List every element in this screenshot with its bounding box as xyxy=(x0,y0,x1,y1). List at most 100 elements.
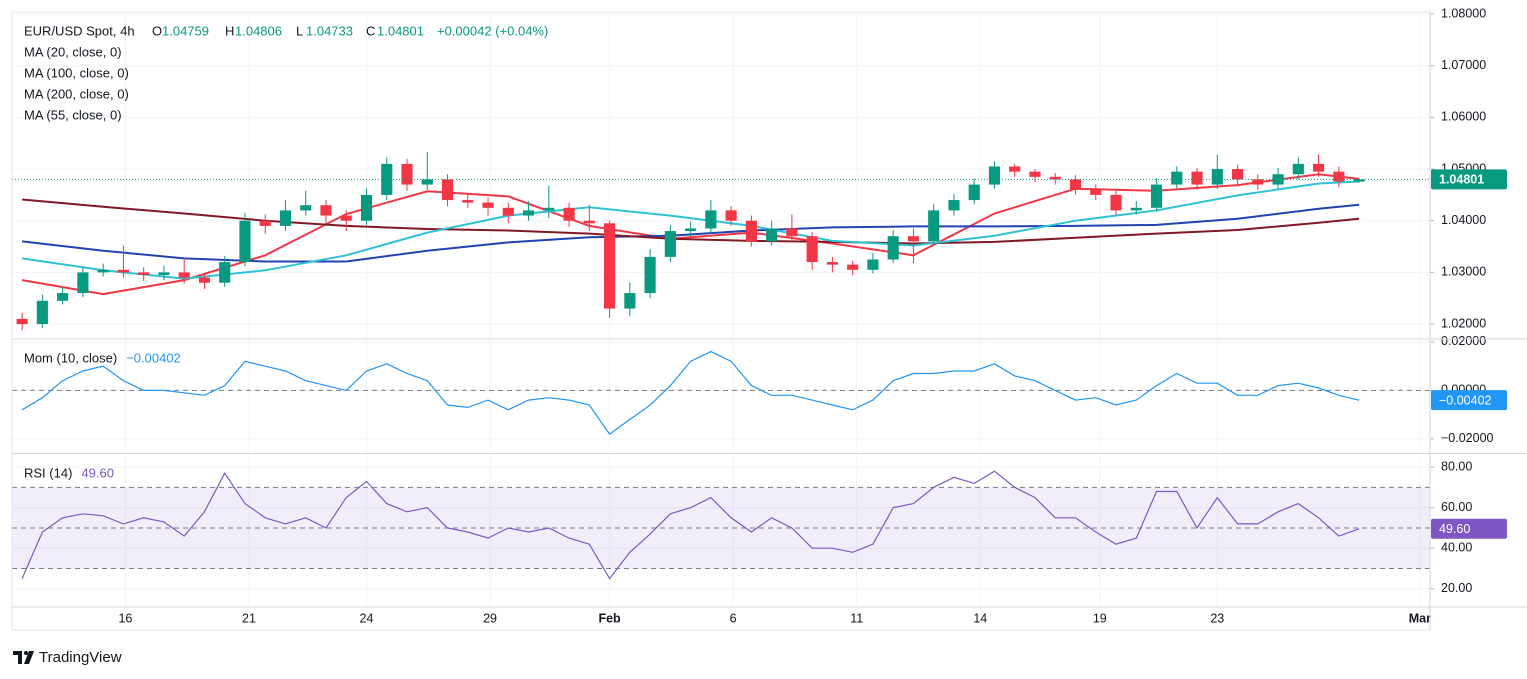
candle-body xyxy=(1333,171,1345,182)
candle-body xyxy=(907,236,920,242)
candle-body xyxy=(826,262,838,265)
logo: TradingView xyxy=(13,649,122,666)
candle-body xyxy=(522,210,535,216)
ohlc-value: 1.04801 xyxy=(377,23,424,38)
y-tick-label: 1.06000 xyxy=(1441,110,1486,124)
indicator-line xyxy=(21,350,1360,435)
candle-body xyxy=(1252,179,1264,185)
candle-body xyxy=(583,220,595,224)
candle-body xyxy=(563,207,575,221)
candle-body xyxy=(421,179,433,185)
candle-body xyxy=(847,264,859,270)
candle-body xyxy=(219,262,231,283)
candle-body xyxy=(1110,194,1122,211)
candle-body xyxy=(968,184,980,201)
candle-body xyxy=(360,194,373,221)
x-tick-label: 21 xyxy=(242,611,256,625)
candle-body xyxy=(1191,171,1203,185)
last-value-label: −0.00402 xyxy=(1439,393,1492,407)
indicator-name: RSI (14) xyxy=(24,465,72,480)
ohlc-value: 1.04759 xyxy=(162,23,209,38)
logo-icon xyxy=(13,651,34,664)
moving-average xyxy=(21,173,1360,296)
legend-entry: MA (20, close, 0) xyxy=(24,44,122,59)
candle-body xyxy=(948,200,960,211)
candle-body xyxy=(239,220,251,263)
y-tick-label: 40.00 xyxy=(1441,541,1472,555)
indicator-value: 49.60 xyxy=(81,465,114,480)
symbol-title: EUR/USD Spot, 4h xyxy=(24,23,135,38)
ohlc-letter: H xyxy=(225,23,234,38)
last-price-label: 1.04801 xyxy=(1439,173,1484,187)
ohlc-value: 1.04806 xyxy=(235,23,282,38)
candle-body xyxy=(462,200,474,203)
last-value-label: 49.60 xyxy=(1439,522,1470,536)
candle-body xyxy=(685,228,697,232)
y-tick-label: 20.00 xyxy=(1441,581,1472,595)
x-tick-label: 23 xyxy=(1210,611,1224,625)
ohlc-letter: L xyxy=(296,23,303,38)
candle-body xyxy=(158,272,170,275)
x-tick-label: 29 xyxy=(483,611,497,625)
candle-body xyxy=(887,236,899,260)
candle-body xyxy=(1171,171,1183,185)
candle-body xyxy=(502,207,514,216)
candle-body xyxy=(1292,163,1304,175)
candle-body xyxy=(664,231,676,257)
indicator-name: Mom (10, close) xyxy=(24,350,117,365)
last-value-tag xyxy=(1431,390,1507,411)
candle-body xyxy=(725,210,737,221)
moving-average xyxy=(22,198,1360,245)
x-tick-label: 14 xyxy=(973,611,987,625)
candle-body xyxy=(786,228,798,237)
candle-body xyxy=(117,269,129,273)
candle-body xyxy=(604,223,616,309)
candle-body xyxy=(300,205,312,211)
x-tick-label: Mar xyxy=(1409,611,1431,625)
candle-body xyxy=(1090,189,1102,195)
last-value-tag xyxy=(1431,518,1507,539)
candle-body xyxy=(867,259,879,270)
y-tick-label: 0.02000 xyxy=(1441,334,1486,348)
candle-body xyxy=(1353,179,1365,182)
x-tick-label: 11 xyxy=(850,611,863,625)
candle-body xyxy=(1231,169,1244,180)
y-tick-label: 1.02000 xyxy=(1441,316,1486,330)
logo-icon xyxy=(24,651,28,655)
candle-body xyxy=(77,272,89,294)
ohlc-value: 1.04733 xyxy=(306,23,353,38)
candle-body xyxy=(644,256,656,294)
y-tick-label: 1.07000 xyxy=(1441,58,1486,72)
candle-body xyxy=(381,163,393,195)
y-tick-label: 80.00 xyxy=(1441,459,1472,473)
candle-body xyxy=(1009,166,1021,172)
y-tick-label: 1.04000 xyxy=(1441,213,1486,227)
candle-body xyxy=(178,272,190,278)
candle-body xyxy=(928,210,940,242)
candle-body xyxy=(1211,169,1223,185)
candle-body xyxy=(543,207,555,211)
candle-body xyxy=(624,293,636,309)
brand: TradingView xyxy=(39,649,122,666)
candle-body xyxy=(57,293,69,301)
y-tick-label: 60.00 xyxy=(1441,500,1472,514)
candle-body xyxy=(16,318,28,325)
x-tick-label: 16 xyxy=(118,611,132,625)
x-tick-label: 24 xyxy=(360,611,374,625)
candle-body xyxy=(441,179,454,201)
candle-body xyxy=(1150,184,1163,208)
candle-body xyxy=(705,210,717,229)
x-tick-label: Feb xyxy=(598,611,621,625)
candle-body xyxy=(988,166,1001,185)
y-tick-label: 1.08000 xyxy=(1441,6,1486,20)
rsi-band xyxy=(12,487,1430,569)
indicator-value: −0.00402 xyxy=(126,350,181,365)
candle-body xyxy=(1130,207,1142,211)
legend-entry: MA (100, close, 0) xyxy=(24,65,129,80)
candle-body xyxy=(198,277,211,283)
candle-body xyxy=(745,220,757,242)
candle-body xyxy=(97,269,109,273)
x-tick-label: 6 xyxy=(730,611,737,625)
ohlc-letter: O xyxy=(152,23,162,38)
